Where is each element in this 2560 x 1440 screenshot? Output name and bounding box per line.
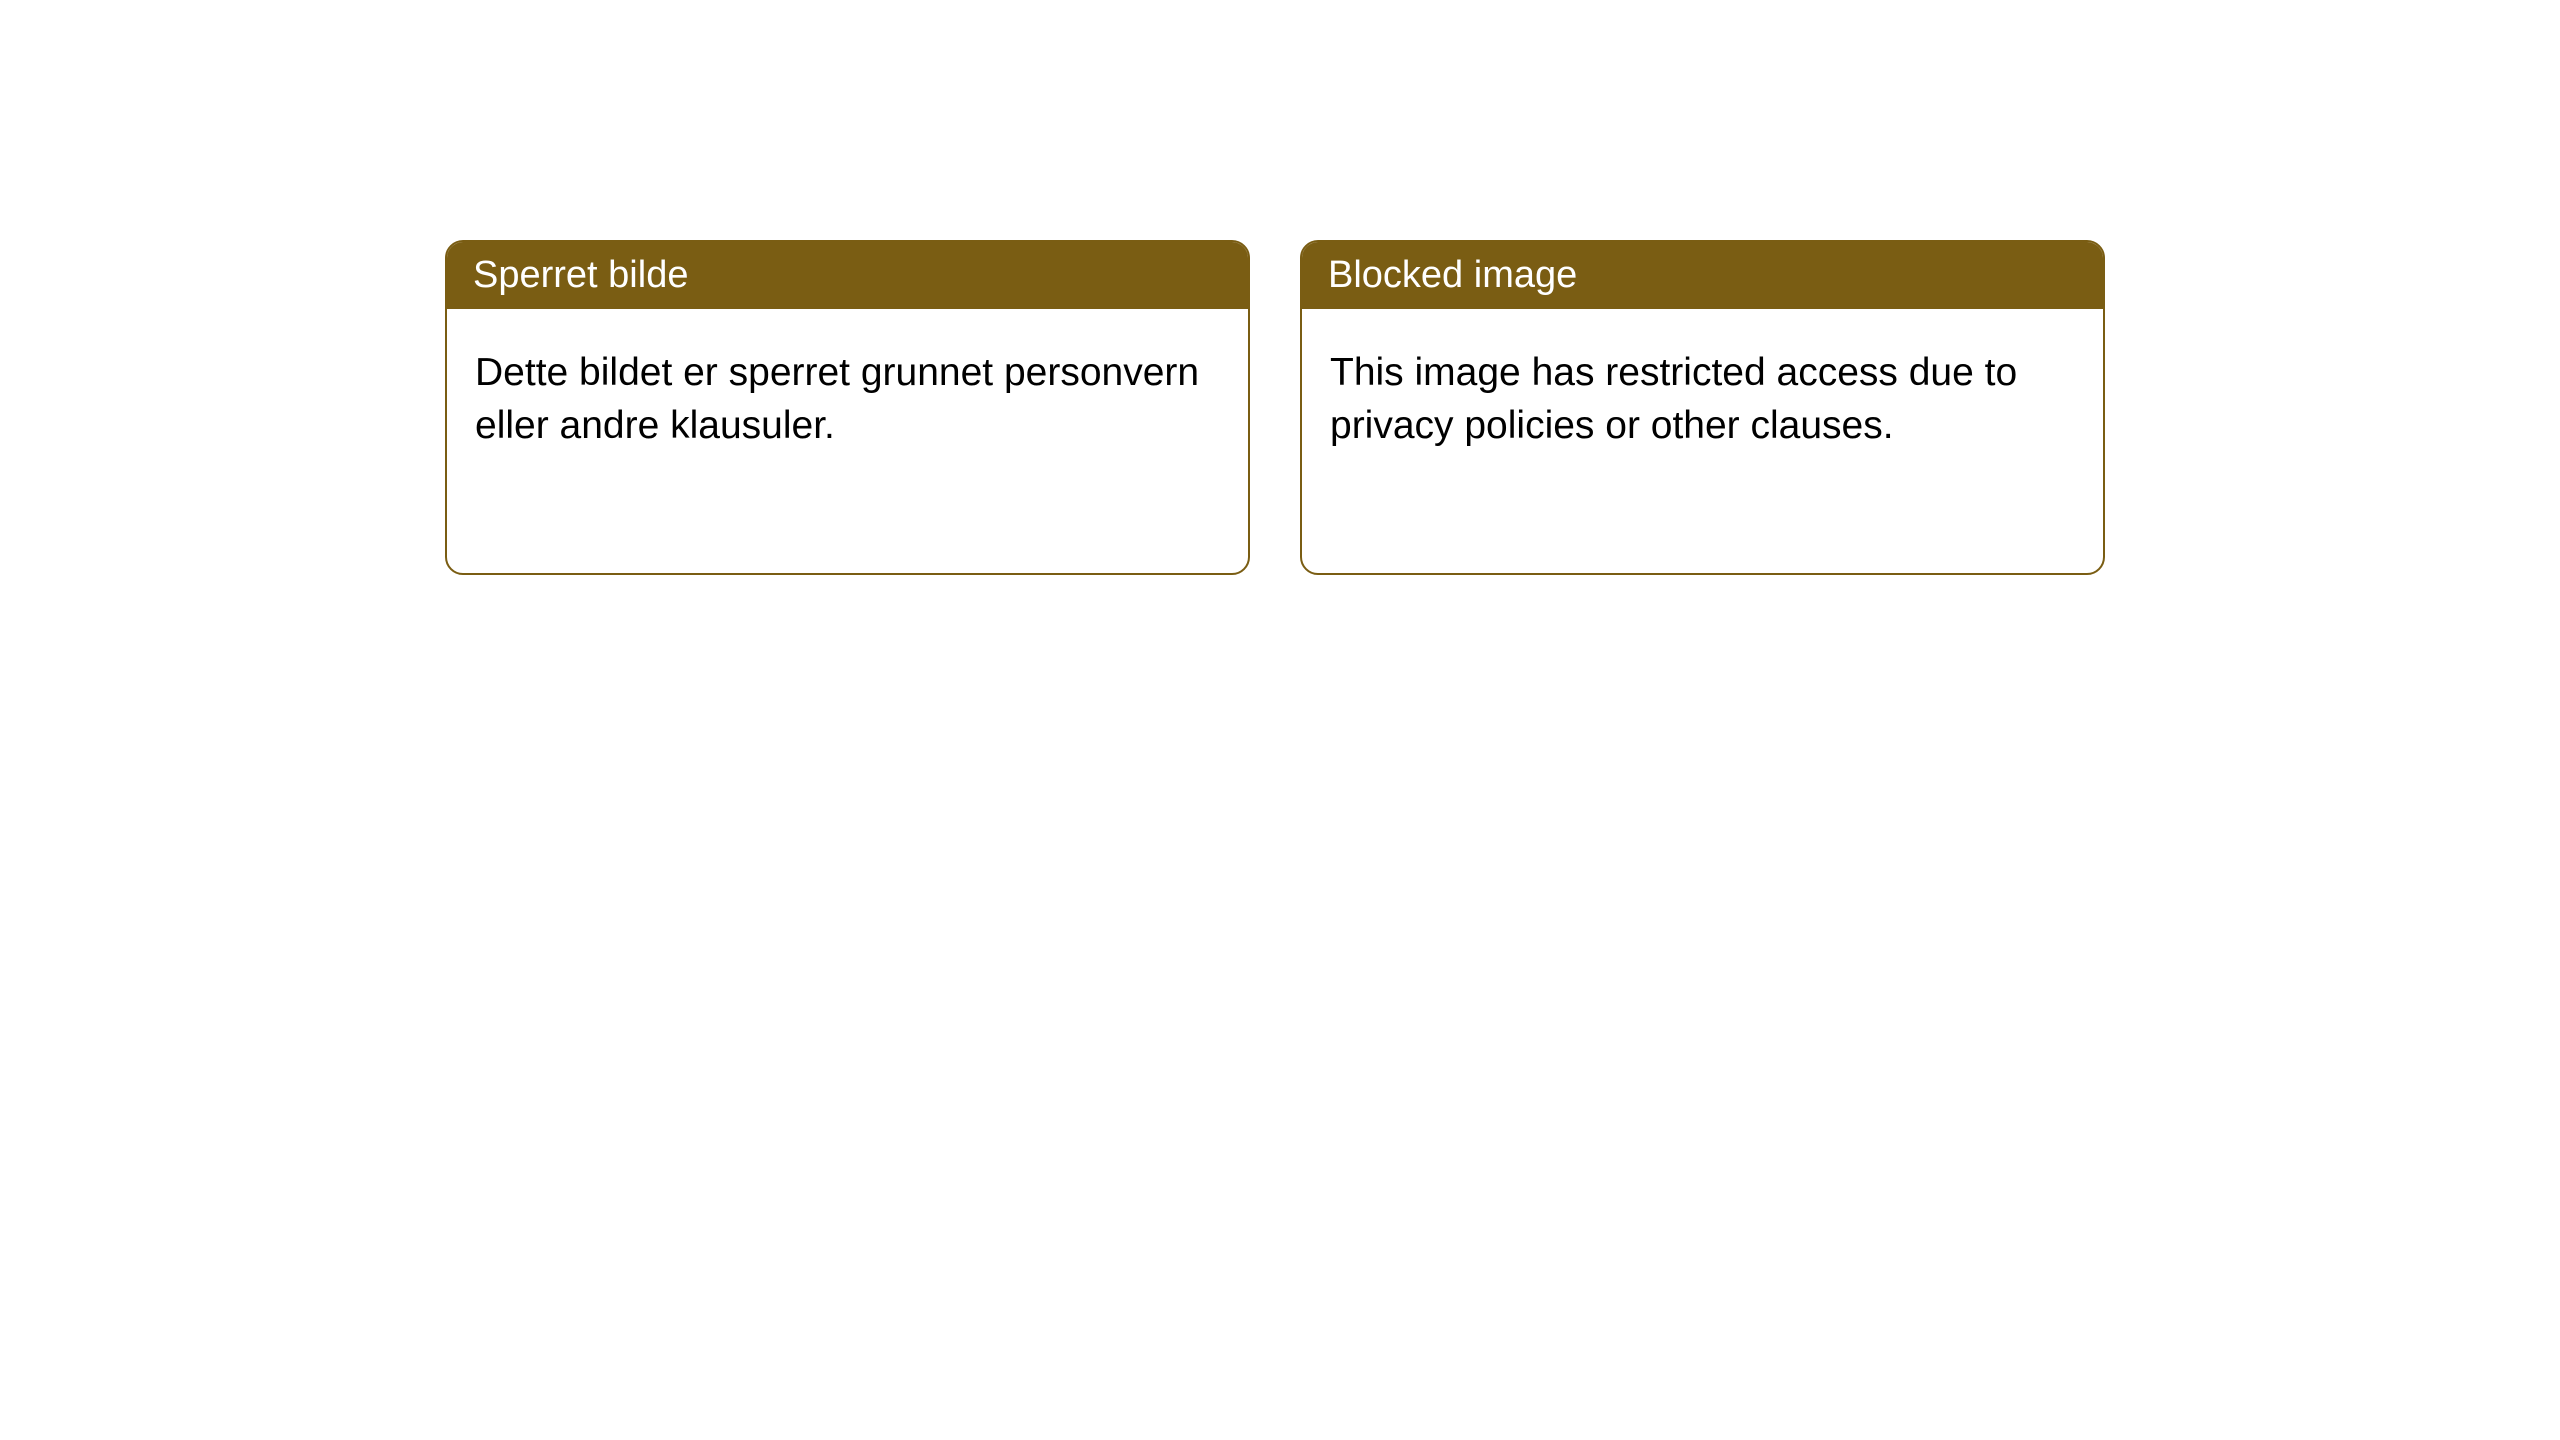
notice-body: Dette bildet er sperret grunnet personve…	[447, 309, 1248, 490]
notice-header: Blocked image	[1302, 242, 2103, 309]
notice-body: This image has restricted access due to …	[1302, 309, 2103, 490]
notice-container: Sperret bilde Dette bildet er sperret gr…	[0, 0, 2560, 575]
notice-box-english: Blocked image This image has restricted …	[1300, 240, 2105, 575]
notice-header: Sperret bilde	[447, 242, 1248, 309]
notice-box-norwegian: Sperret bilde Dette bildet er sperret gr…	[445, 240, 1250, 575]
